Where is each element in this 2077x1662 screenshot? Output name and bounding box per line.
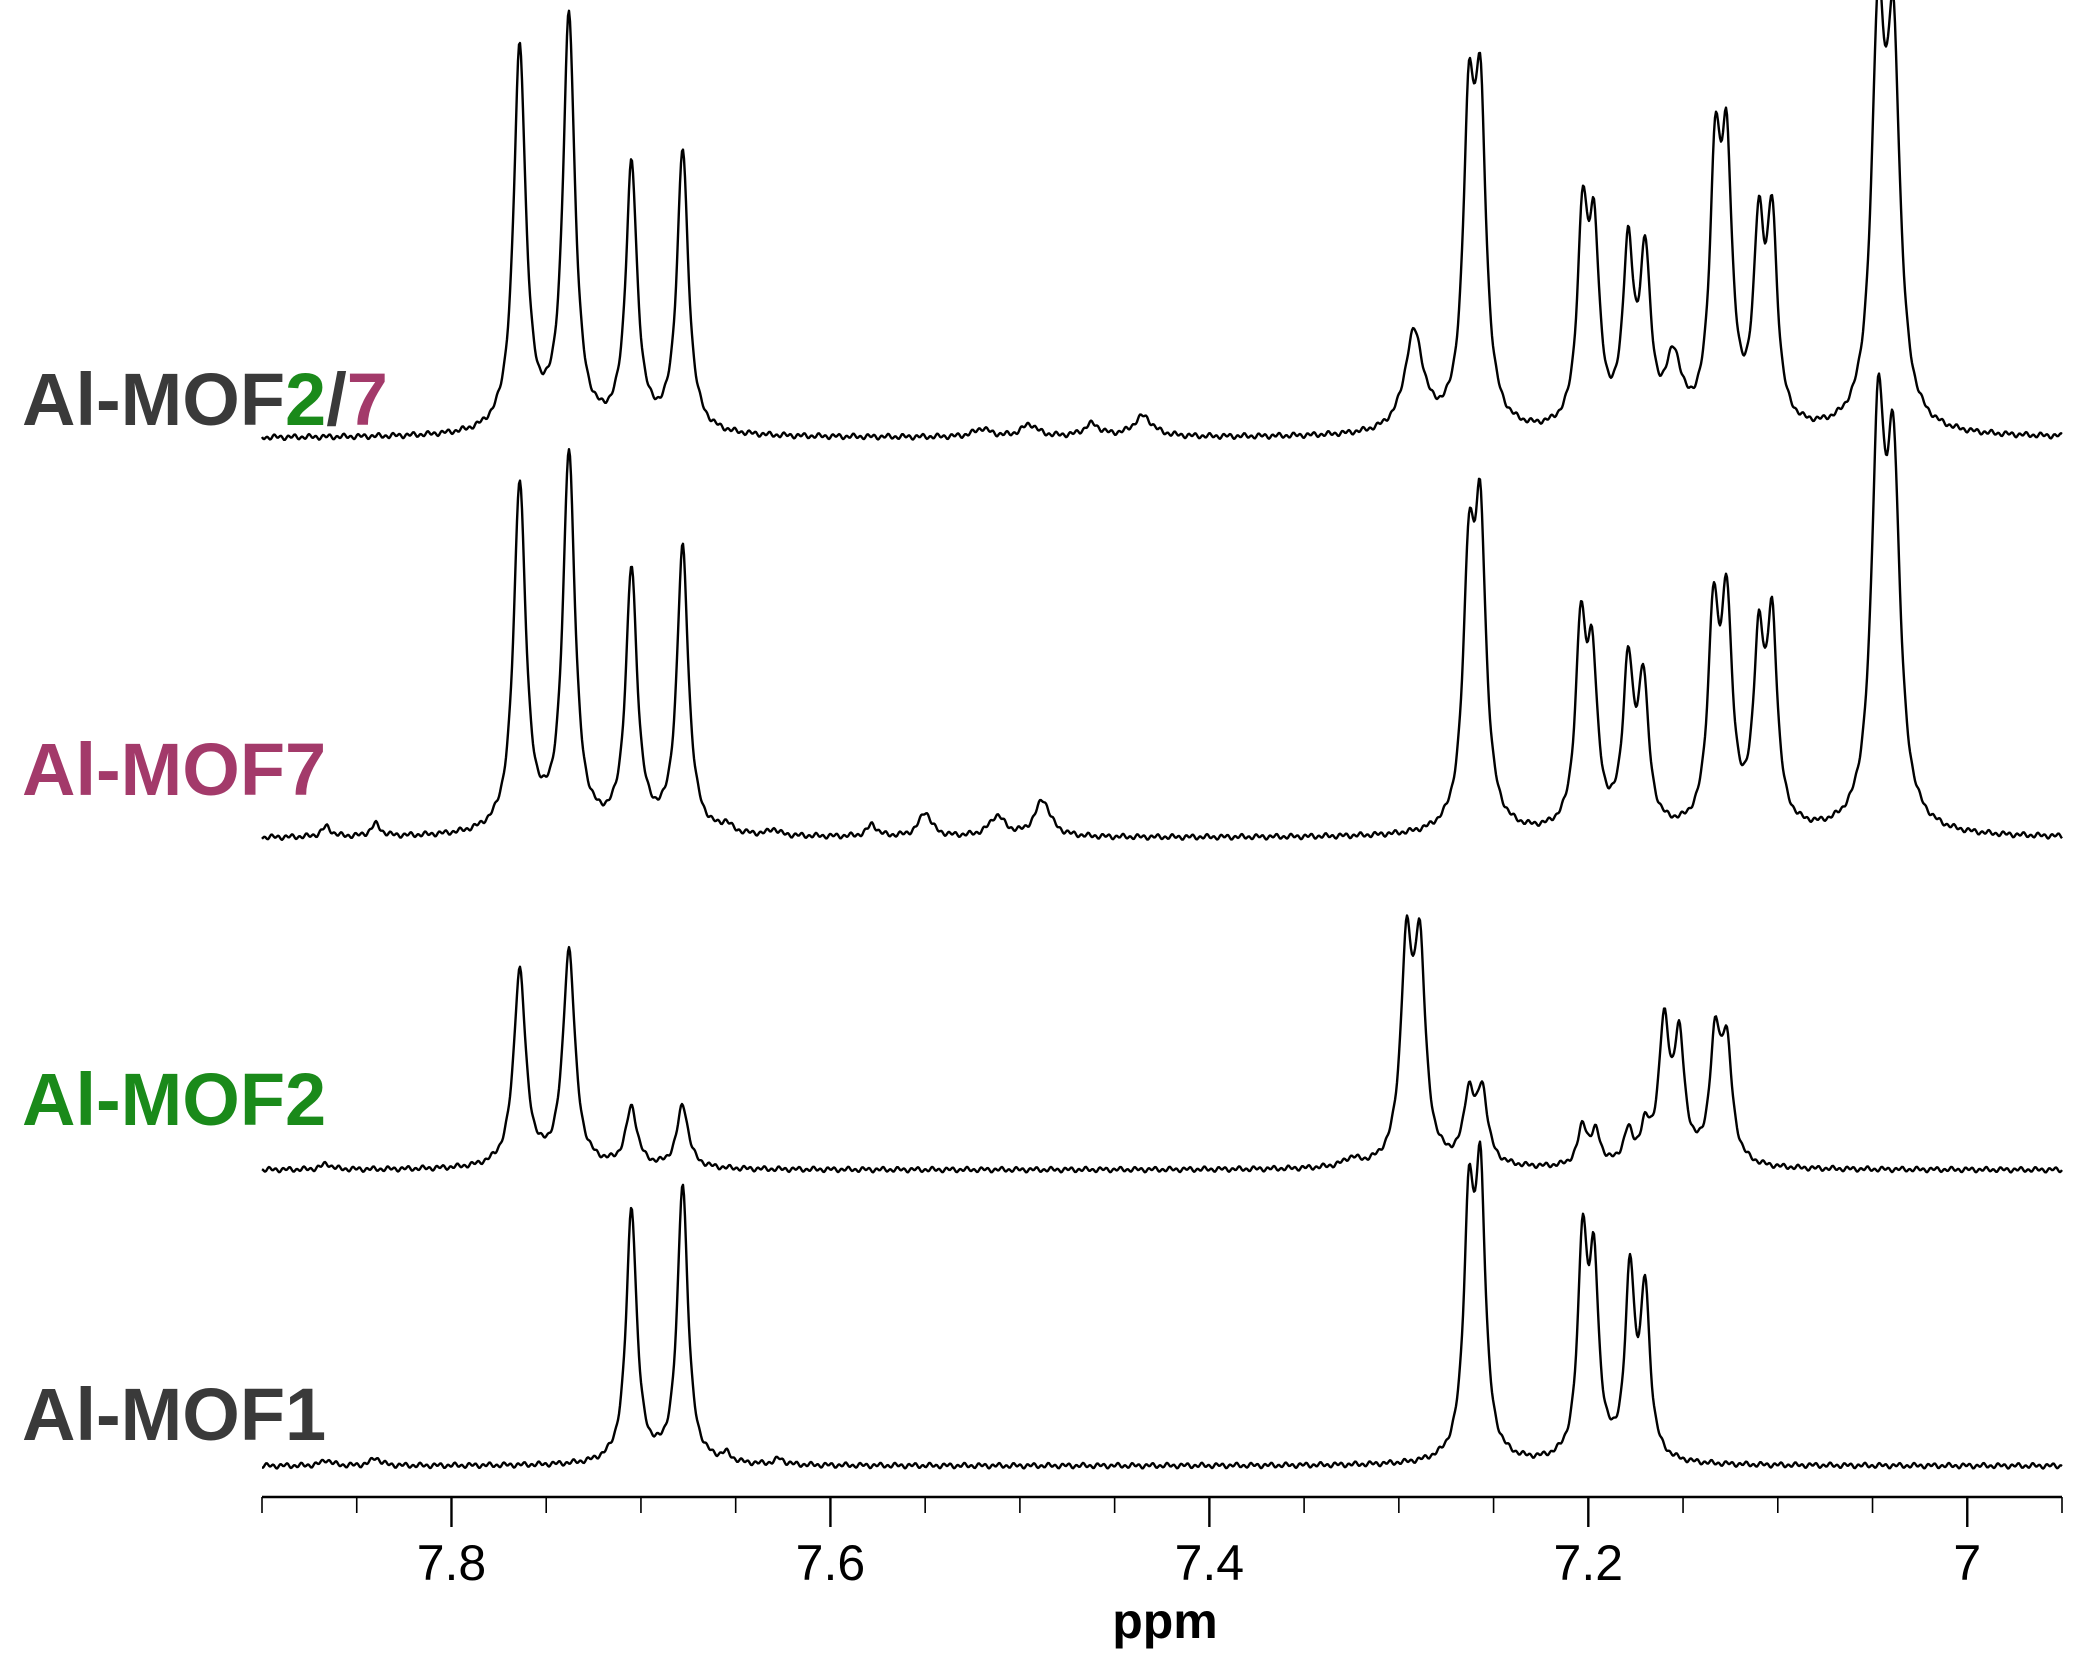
series-label-1-part-1: Al-MOF (22, 358, 285, 441)
series-label-1-part-2: 2 (285, 358, 326, 441)
series-label-1: Al-MOF2/7 (22, 358, 388, 441)
series-label-4: Al-MOF1 (22, 1373, 326, 1456)
x-tick-label: 7 (1953, 1535, 1981, 1591)
series-label-3: Al-MOF2 (22, 1058, 326, 1141)
series-label-4-part-1: Al-MOF1 (22, 1373, 326, 1456)
series-label-1-part-3: / (326, 358, 347, 441)
x-tick-label: 7.6 (796, 1535, 866, 1591)
series-label-2: Al-MOF7 (22, 728, 326, 811)
x-tick-label: 7.4 (1175, 1535, 1245, 1591)
x-tick-label: 7.8 (417, 1535, 487, 1591)
x-axis: 7.8 7.6 7.4 7.2 7 ppm (261, 1495, 2063, 1649)
spectrum-trace-4 (261, 1140, 2063, 1470)
series-label-3-part-1: Al-MOF2 (22, 1058, 326, 1141)
series-label-1-part-4: 7 (347, 358, 388, 441)
spectrum-traces (260, 0, 2063, 1470)
x-axis-title: ppm (1112, 1593, 1218, 1649)
spectrum-trace-1 (260, 0, 2063, 442)
x-axis-ticks: 7.8 7.6 7.4 7.2 7 (261, 1497, 2063, 1591)
series-label-2-part-1: Al-MOF7 (22, 728, 326, 811)
spectrum-trace-3 (261, 914, 2063, 1174)
spectrum-trace-2 (261, 372, 2063, 842)
x-tick-label: 7.2 (1554, 1535, 1624, 1591)
